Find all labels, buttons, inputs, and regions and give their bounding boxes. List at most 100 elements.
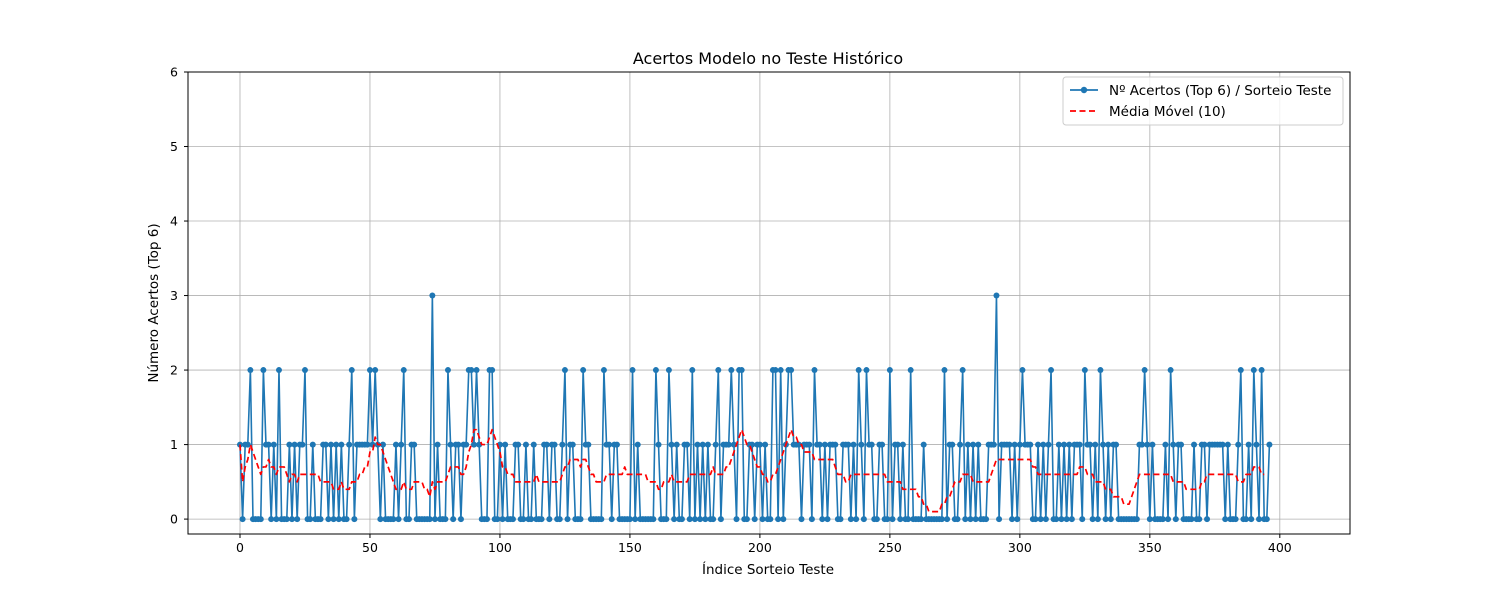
data-point [335,516,342,523]
data-point [712,441,719,448]
data-point [239,516,246,523]
data-point [691,516,698,523]
data-point [1258,367,1265,374]
data-point [772,367,779,374]
data-point [1094,516,1101,523]
data-point [811,367,818,374]
data-point [473,367,480,374]
data-point [273,516,280,523]
data-point [634,441,641,448]
data-point [993,292,1000,299]
data-point [286,441,293,448]
data-point [398,441,405,448]
data-point [668,441,675,448]
data-point [806,441,813,448]
data-point [959,367,966,374]
ticks: 0 50 100 150 200 250 300 350 400 0 1 2 3 4 5 6 [170,65,1292,556]
data-point [309,441,316,448]
data-point [1232,516,1239,523]
data-point [847,516,854,523]
data-point [743,516,750,523]
data-point [704,441,711,448]
data-point [751,516,758,523]
data-point [689,367,696,374]
data-point [1133,516,1140,523]
data-point [1009,516,1016,523]
data-point [317,516,324,523]
data-point [1201,441,1208,448]
data-point [1167,367,1174,374]
data-point [364,441,371,448]
data-point [520,516,527,523]
data-point [1222,516,1229,523]
data-point [377,516,384,523]
data-point [756,441,763,448]
data-point [873,516,880,523]
data-point [863,367,870,374]
data-point [1014,516,1021,523]
data-point [348,367,355,374]
data-point [307,516,314,523]
data-point [1027,441,1034,448]
data-point [1224,441,1231,448]
data-point [1053,516,1060,523]
data-point [509,516,516,523]
data-point [431,516,438,523]
data-point [780,516,787,523]
data-point [275,367,282,374]
data-point [600,367,607,374]
data-point [543,441,550,448]
data-point [879,441,886,448]
data-point [972,516,979,523]
data-point [333,441,340,448]
data-point [489,367,496,374]
data-point [1011,441,1018,448]
data-point [494,516,501,523]
legend: Nº Acertos (Top 6) / Sorteio Teste Média… [1062,76,1344,126]
data-point [819,516,826,523]
data-point [338,441,345,448]
legend-label-hits: Nº Acertos (Top 6) / Sorteio Teste [1109,83,1331,99]
data-point [941,367,948,374]
data-point [907,367,914,374]
data-point [858,441,865,448]
data-point [1016,441,1023,448]
data-point [270,441,277,448]
data-point [626,516,633,523]
data-point [824,516,831,523]
data-point [429,292,436,299]
data-point [775,516,782,523]
data-point [585,441,592,448]
data-point [1237,367,1244,374]
data-point [411,441,418,448]
data-point [899,441,906,448]
data-point [1048,367,1055,374]
data-point [1188,516,1195,523]
data-point [1245,441,1252,448]
data-point [788,367,795,374]
x-tick-label: 400 [1268,540,1292,555]
data-point [996,516,1003,523]
data-point [1149,441,1156,448]
data-point [686,516,693,523]
data-point [1058,516,1065,523]
legend-label-moving-average: Média Móvel (10) [1109,104,1226,120]
data-point [613,441,620,448]
y-tick-label: 5 [170,139,178,154]
data-point [390,516,397,523]
data-point [957,441,964,448]
plot-area-frame [187,71,1351,535]
data-point [632,516,639,523]
data-point [699,441,706,448]
data-point [798,516,805,523]
data-point [1266,441,1273,448]
data-point [483,516,490,523]
legend-marker-hits [1080,86,1088,94]
data-point [697,516,704,523]
y-axis-label: Número Acertos (Top 6) [146,223,162,382]
data-point [759,516,766,523]
data-point [1178,441,1185,448]
data-point [291,441,298,448]
data-point [1159,516,1166,523]
data-point [1204,516,1211,523]
